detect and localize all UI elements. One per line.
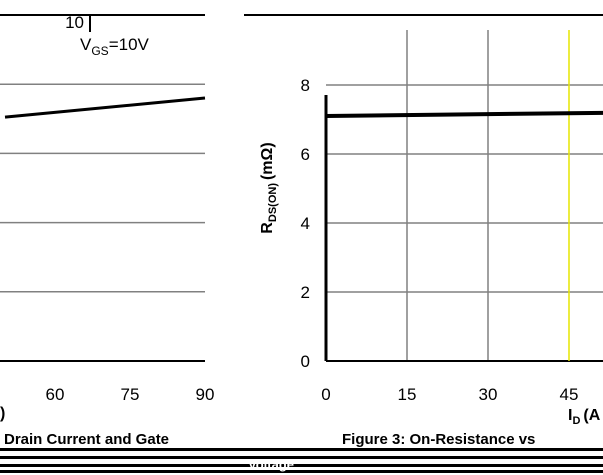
footer-rules <box>0 448 603 473</box>
right-x-tick-label: 30 <box>479 385 498 404</box>
right-figure-caption: Figure 3: On-Resistance vs <box>342 431 535 448</box>
right-series-line <box>325 110 603 119</box>
right-x-tick-label: 15 <box>398 385 417 404</box>
right-y-tick-label: 6 <box>301 145 310 164</box>
right-y-tick-label: 8 <box>301 76 310 95</box>
right-y-axis-label-main: R <box>259 222 276 234</box>
left-x-tick-label: 90 <box>196 385 215 404</box>
left-annotation-v: V <box>80 35 92 54</box>
right-x-tick-label: 45 <box>560 385 579 404</box>
left-annotation-suffix: =10V <box>109 35 150 54</box>
footer-caption-text: Voltage <box>248 457 294 472</box>
right-y-axis-label: RDS(ON) (mΩ) <box>259 142 279 233</box>
right-y-tick-label: 4 <box>301 214 310 233</box>
right-x-axis-label-unit: (A <box>583 407 600 424</box>
left-x-axis-label: ) <box>0 405 5 422</box>
left-series-line <box>4 96 206 119</box>
right-x-axis-label-sub: D <box>572 415 580 427</box>
left-x-tick-label: 75 <box>121 385 140 404</box>
right-y-tick-label: 2 <box>301 283 310 302</box>
left-annotation-sub: GS <box>91 44 108 58</box>
right-y-axis-label-unit: (mΩ) <box>259 142 276 180</box>
left-y-tick-label: 10 <box>65 13 84 32</box>
right-y-axis-label-sub: DS(ON) <box>267 183 279 222</box>
left-annotation-vgs: VGS=10V <box>80 35 150 58</box>
right-x-tick-label: 0 <box>321 385 330 404</box>
left-chart: 60 75 90 10 VGS=10V ) Drain Current and Ga… <box>0 13 214 448</box>
right-x-axis-label-main: I <box>568 407 572 424</box>
left-x-tick-label: 60 <box>46 385 65 404</box>
right-chart: 0 2 4 6 8 0 15 30 45 RDS(ON) (mΩ) ID (A Figure 3: … <box>244 14 603 448</box>
right-x-axis-label: ID (A <box>568 407 601 427</box>
left-figure-caption: Drain Current and Gate <box>4 431 169 448</box>
right-y-tick-label: 0 <box>301 352 310 371</box>
